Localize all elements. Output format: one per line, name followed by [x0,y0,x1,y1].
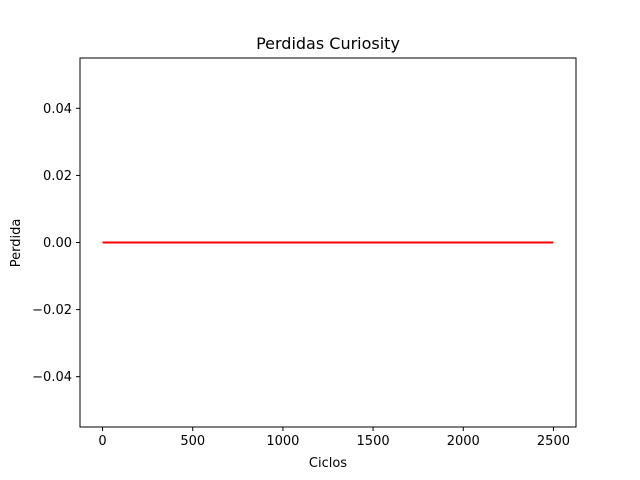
x-tick-label: 2500 [537,434,570,449]
y-tick-label: 0.00 [43,236,72,251]
y-tick-label: 0.02 [43,169,72,184]
y-tick-label: −0.02 [32,303,72,318]
x-tick-label: 1500 [357,434,390,449]
x-tick-label: 2000 [447,434,480,449]
y-axis: −0.04 −0.02 0.00 0.02 0.04 [32,102,80,385]
x-tick-label: 500 [180,434,205,449]
x-axis-label: Ciclos [309,456,347,471]
x-tick-label: 1000 [266,434,299,449]
x-tick-label: 0 [98,434,106,449]
y-axis-label: Perdida [9,219,24,268]
x-axis: 0 500 1000 1500 2000 2500 [98,427,570,449]
y-tick-label: 0.04 [43,102,72,117]
y-tick-label: −0.04 [32,370,72,385]
chart-title: Perdidas Curiosity [256,34,400,53]
